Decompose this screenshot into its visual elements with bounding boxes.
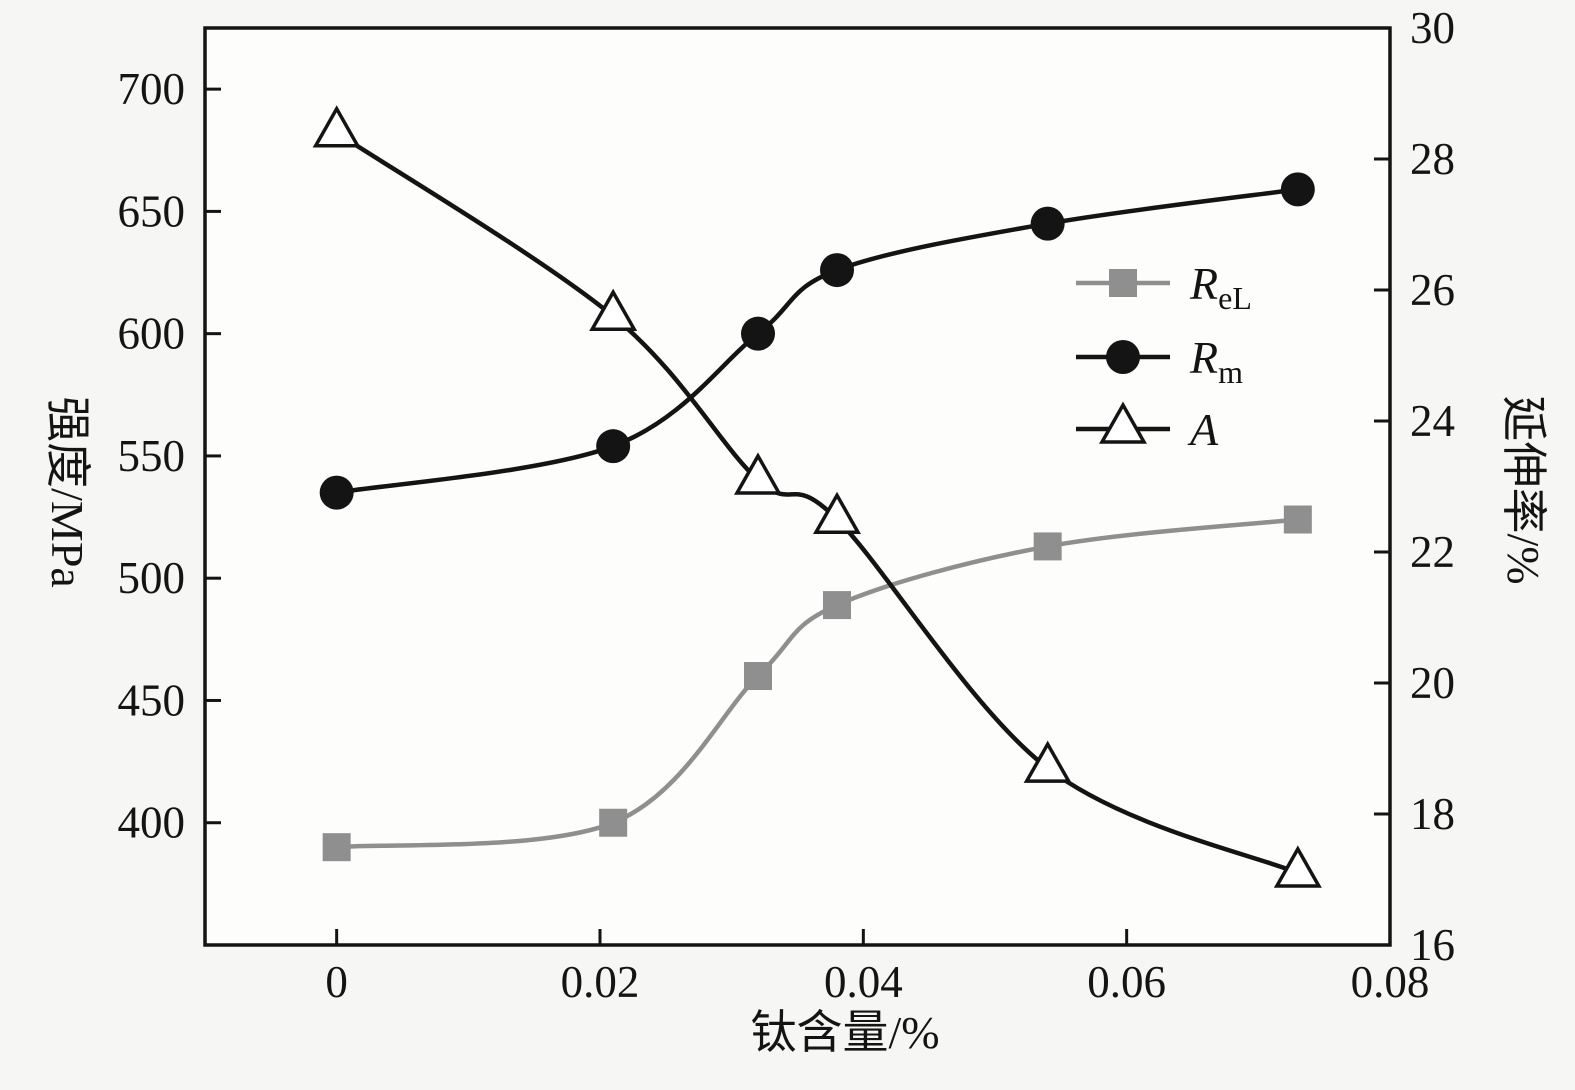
left-y-tick-label: 500 (118, 553, 186, 603)
series-line-A (334, 130, 1301, 876)
right-y-tick-label: 26 (1410, 265, 1455, 315)
right-y-tick-label: 20 (1410, 658, 1455, 708)
legend-marker-A (1098, 401, 1148, 444)
marker-Rm (820, 253, 854, 288)
right-y-tick-label: 30 (1410, 3, 1455, 53)
x-tick-label: 0.06 (1087, 957, 1166, 1007)
marker-A (1273, 845, 1322, 888)
legend-marker-Rm (1106, 340, 1140, 374)
marker-Rm (1030, 206, 1065, 241)
legend-label-A: A (1187, 404, 1219, 455)
legend-label-ReL: ReL (1189, 258, 1252, 316)
marker-A (733, 452, 783, 495)
left-y-tick-label: 400 (118, 798, 186, 848)
marker-ReL (744, 662, 772, 691)
marker-Rm (319, 475, 354, 510)
marker-ReL (1283, 505, 1312, 534)
x-tick-label: 0 (325, 957, 348, 1007)
right-y-tick-label: 28 (1410, 134, 1455, 184)
left-axis-title: 强度/MPa (42, 396, 93, 588)
marker-A (312, 105, 361, 148)
legend-item-ReL: ReL (1076, 258, 1252, 316)
right-y-tick-label: 16 (1410, 920, 1455, 970)
marker-Rm (1280, 172, 1315, 207)
marker-A (589, 288, 638, 331)
series-line-Rm (334, 187, 1301, 495)
legend-label-Rm: Rm (1189, 332, 1243, 390)
marker-ReL (823, 591, 851, 620)
right-y-tick-label: 18 (1410, 789, 1455, 839)
legend-item-A: A (1076, 401, 1219, 455)
marker-A (812, 491, 862, 534)
x-axis-title: 钛含量/% (750, 1007, 939, 1058)
x-tick-label: 0.08 (1351, 957, 1430, 1007)
series-line-ReL (334, 517, 1301, 850)
left-y-tick-label: 550 (118, 431, 186, 481)
marker-ReL (1033, 532, 1062, 561)
legend-item-Rm: Rm (1076, 332, 1243, 390)
legend-marker-ReL (1109, 269, 1137, 297)
x-tick-label: 0.02 (561, 957, 640, 1007)
marker-A (1023, 740, 1072, 783)
right-y-tick-label: 22 (1410, 527, 1455, 577)
marker-ReL (599, 808, 628, 837)
chart-generated-layer: 0 0.02 0.04 0.06 0.08 400 450 500 550 600 650 700 16… (118, 3, 1456, 1007)
left-y-tick-label: 600 (118, 309, 186, 359)
legend: ReL Rm A (1076, 258, 1252, 455)
left-y-tick-label: 700 (118, 64, 186, 114)
marker-Rm (596, 429, 631, 464)
marker-ReL (322, 833, 351, 862)
left-y-tick-label: 650 (118, 186, 186, 236)
x-tick-label: 0.04 (824, 957, 903, 1007)
right-y-tick-label: 24 (1410, 396, 1455, 446)
right-axis-title: 延伸率/% (1498, 395, 1549, 584)
left-y-tick-label: 450 (118, 675, 186, 725)
marker-Rm (741, 316, 775, 351)
